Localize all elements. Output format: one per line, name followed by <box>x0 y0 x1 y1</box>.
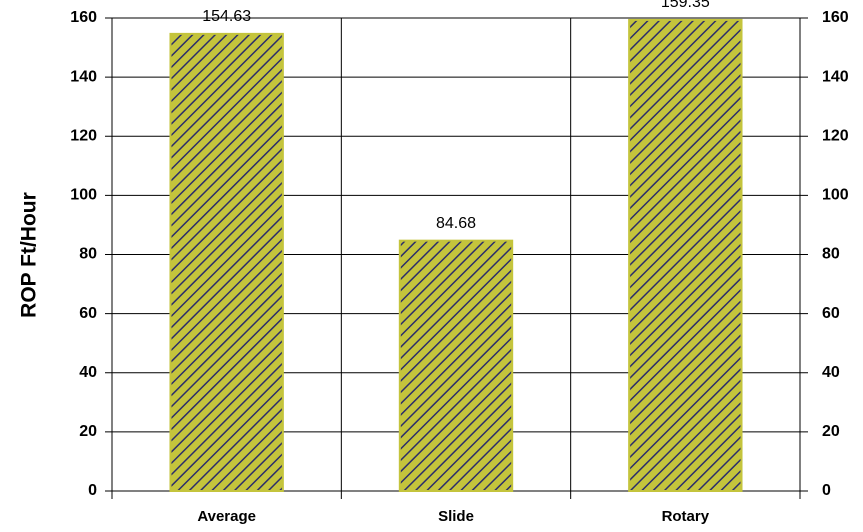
y-tick-label: 120 <box>70 127 97 144</box>
bar <box>169 32 284 492</box>
y-tick-label: 140 <box>70 68 97 85</box>
y2-tick-label: 100 <box>822 187 849 204</box>
y2-tick-label: 140 <box>822 68 849 85</box>
value-label: 84.68 <box>436 215 476 232</box>
y2-tick-label: 0 <box>822 482 831 499</box>
x-tick-label: Rotary <box>662 508 710 525</box>
bar <box>398 239 514 492</box>
y2-tick-label: 160 <box>822 9 849 26</box>
y-tick-label: 20 <box>79 423 97 440</box>
x-tick-label: Slide <box>438 508 474 525</box>
y-axis-title: ROP Ft/Hour <box>18 192 41 318</box>
y-tick-label: 100 <box>70 187 97 204</box>
y2-tick-label: 80 <box>822 246 840 263</box>
y2-tick-label: 40 <box>822 364 840 381</box>
y-tick-label: 80 <box>79 246 97 263</box>
bar <box>628 18 743 492</box>
y2-tick-label: 120 <box>822 127 849 144</box>
y2-tick-label: 60 <box>822 305 840 322</box>
x-tick-label: Average <box>197 508 256 525</box>
value-label: 154.63 <box>202 8 251 25</box>
y-tick-label: 60 <box>79 305 97 322</box>
y2-tick-label: 20 <box>822 423 840 440</box>
y-tick-label: 0 <box>88 482 97 499</box>
value-label: 159.35 <box>661 0 710 11</box>
y-tick-label: 40 <box>79 364 97 381</box>
y-tick-label: 160 <box>70 9 97 26</box>
